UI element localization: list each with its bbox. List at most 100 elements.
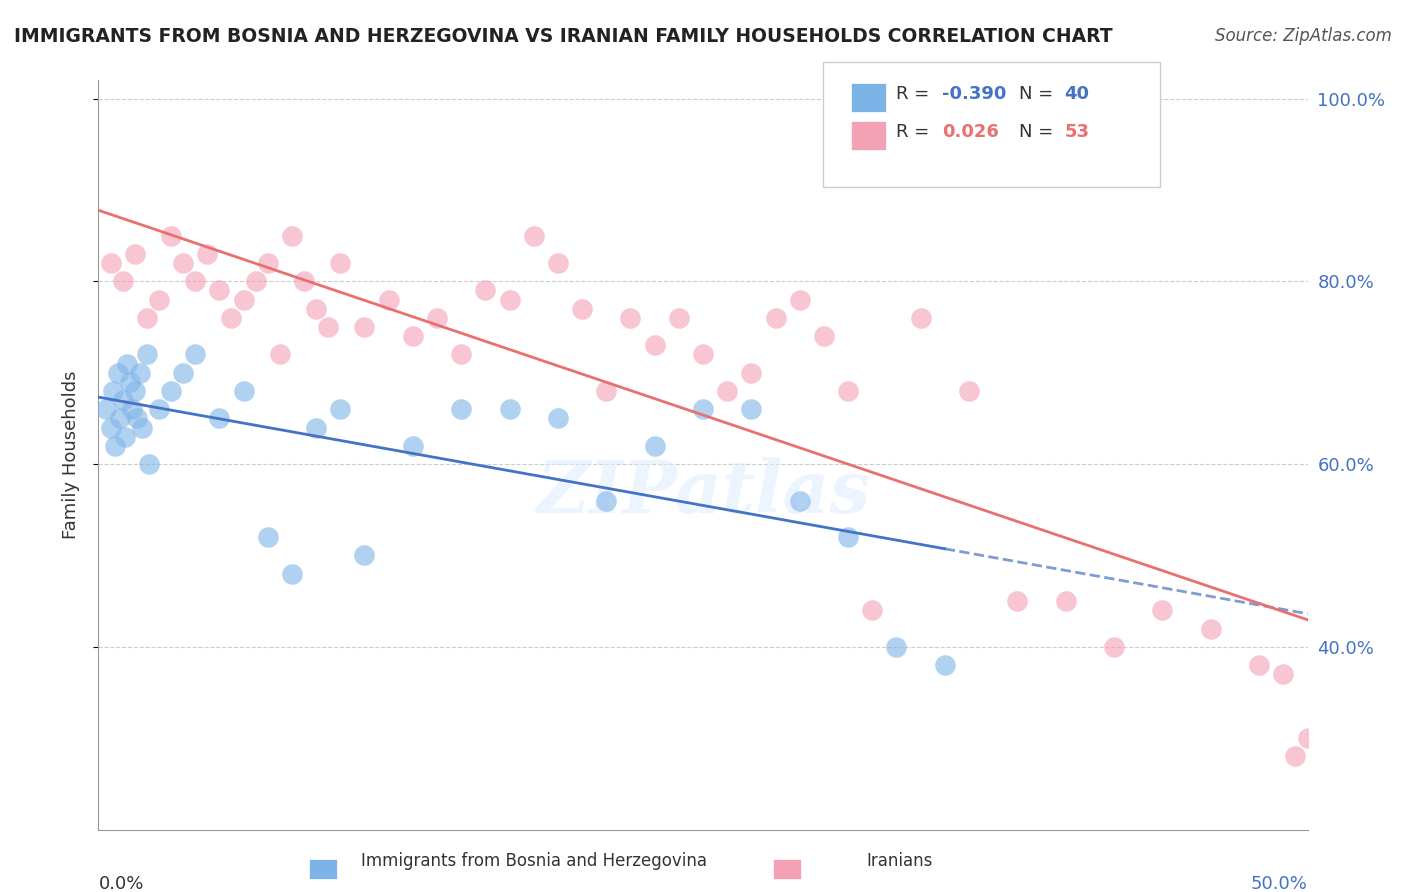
Point	[101, 384, 124, 398]
Point	[107, 366, 129, 380]
Point	[837, 530, 859, 544]
Point	[1007, 594, 1029, 608]
Point	[104, 439, 127, 453]
Point	[765, 310, 787, 325]
Point	[644, 439, 666, 453]
Point	[184, 347, 207, 361]
Text: N =: N =	[1019, 85, 1059, 103]
Y-axis label: Family Households: Family Households	[62, 371, 80, 539]
Point	[498, 293, 520, 307]
Point	[450, 402, 472, 417]
Point	[571, 301, 593, 316]
Point	[547, 411, 569, 425]
Point	[245, 274, 267, 288]
Text: Immigrants from Bosnia and Herzegovina: Immigrants from Bosnia and Herzegovina	[361, 852, 707, 870]
Point	[148, 293, 170, 307]
Text: 40: 40	[1064, 85, 1090, 103]
Point	[886, 640, 908, 654]
Point	[128, 366, 150, 380]
Point	[402, 329, 425, 343]
Point	[100, 256, 122, 270]
Point	[184, 274, 207, 288]
Point	[523, 228, 546, 243]
Point	[232, 384, 254, 398]
Point	[1152, 603, 1174, 617]
Point	[118, 375, 141, 389]
Point	[1102, 640, 1125, 654]
Point	[292, 274, 315, 288]
Point	[1054, 594, 1077, 608]
Point	[426, 310, 449, 325]
Point	[195, 247, 218, 261]
Point	[114, 430, 136, 444]
Point	[121, 402, 143, 417]
Point	[208, 411, 231, 425]
Point	[957, 384, 980, 398]
Point	[353, 320, 375, 334]
Point	[172, 256, 194, 270]
Point	[100, 420, 122, 434]
Point	[305, 301, 328, 316]
Point	[740, 366, 762, 380]
Text: 50.0%: 50.0%	[1251, 875, 1308, 892]
Point	[111, 393, 134, 408]
Point	[474, 284, 496, 298]
Text: 0.026: 0.026	[942, 123, 998, 141]
Point	[402, 439, 425, 453]
Point	[353, 549, 375, 563]
Point	[108, 411, 131, 425]
Point	[837, 384, 859, 398]
Point	[1199, 622, 1222, 636]
Point	[127, 411, 149, 425]
Point	[138, 457, 160, 471]
Point	[595, 493, 617, 508]
Point	[208, 284, 231, 298]
Point	[281, 566, 304, 581]
Point	[316, 320, 339, 334]
Point	[172, 366, 194, 380]
Point	[131, 420, 153, 434]
Point	[111, 274, 134, 288]
Point	[117, 357, 139, 371]
Point	[644, 338, 666, 352]
Point	[789, 293, 811, 307]
Text: R =: R =	[896, 85, 935, 103]
Point	[281, 228, 304, 243]
Point	[1272, 667, 1295, 681]
Text: 0.0%: 0.0%	[98, 875, 143, 892]
Point	[692, 347, 714, 361]
Text: R =: R =	[896, 123, 935, 141]
Point	[135, 310, 157, 325]
Text: ZIPatlas: ZIPatlas	[536, 457, 870, 528]
Point	[269, 347, 291, 361]
Point	[1284, 749, 1306, 764]
Point	[692, 402, 714, 417]
Point	[160, 228, 183, 243]
Text: N =: N =	[1019, 123, 1059, 141]
Point	[305, 420, 328, 434]
Point	[160, 384, 183, 398]
Point	[232, 293, 254, 307]
Point	[124, 247, 146, 261]
Point	[813, 329, 835, 343]
Point	[329, 256, 352, 270]
Point	[1249, 658, 1271, 673]
Point	[547, 256, 569, 270]
Point	[860, 603, 883, 617]
Point	[1296, 731, 1319, 746]
Point	[256, 530, 278, 544]
Text: IMMIGRANTS FROM BOSNIA AND HERZEGOVINA VS IRANIAN FAMILY HOUSEHOLDS CORRELATION : IMMIGRANTS FROM BOSNIA AND HERZEGOVINA V…	[14, 27, 1112, 45]
Text: Iranians: Iranians	[866, 852, 934, 870]
Point	[668, 310, 690, 325]
Point	[256, 256, 278, 270]
Point	[94, 402, 117, 417]
Point	[740, 402, 762, 417]
Point	[498, 402, 520, 417]
Point	[934, 658, 956, 673]
Point	[716, 384, 738, 398]
Point	[789, 493, 811, 508]
Point	[221, 310, 243, 325]
Point	[329, 402, 352, 417]
Point	[148, 402, 170, 417]
Point	[124, 384, 146, 398]
